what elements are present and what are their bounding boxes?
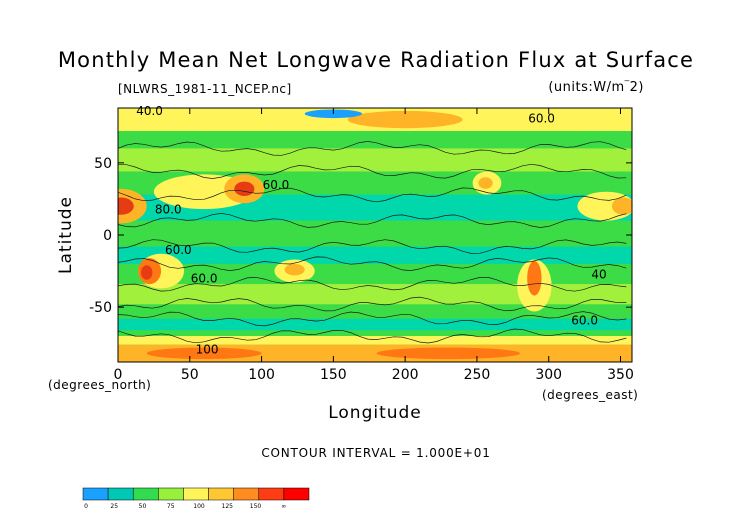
field-feature [527, 260, 542, 296]
contour-label: 80.0 [155, 202, 182, 216]
field-feature [234, 181, 255, 197]
colorbar-label: 25 [110, 503, 118, 510]
colorbar-label: ∞ [281, 503, 286, 510]
x-tick-label: 300 [535, 367, 562, 383]
contour-label: 60.0 [528, 111, 555, 125]
units-label: (units:W/m‾2) [548, 80, 644, 95]
field-band [118, 344, 632, 362]
colorbar-swatch [82, 487, 109, 501]
field-band [118, 284, 632, 305]
field-feature [376, 347, 521, 360]
contour-label: 60.0 [571, 313, 598, 327]
x-tick-label: 250 [464, 367, 491, 383]
contour-label: 60.0 [191, 272, 218, 286]
colorbar-label: 0 [84, 503, 88, 510]
field-band [118, 148, 632, 172]
x-tick-label: 200 [392, 367, 419, 383]
field-feature [478, 177, 493, 189]
colorbar-swatch [208, 487, 234, 501]
contour-line [118, 213, 627, 228]
colorbar-swatch [283, 487, 310, 501]
contour-line [118, 239, 627, 254]
contour-line [118, 311, 627, 327]
file-name-label: [NLWRS_1981-11_NCEP.nc] [118, 82, 292, 96]
field-feature [347, 110, 463, 129]
x-tick-label: 50 [181, 367, 199, 383]
colorbar-label: 75 [167, 503, 175, 510]
contour-line [118, 296, 627, 312]
contour-label: 40 [591, 267, 606, 281]
chart-title: Monthly Mean Net Longwave Radiation Flux… [57, 48, 695, 72]
y-tick-label: -50 [89, 300, 112, 316]
colorbar-swatch [233, 487, 260, 501]
colorbar-label: 125 [222, 503, 234, 510]
x-axis: 0 50 100 150 200 250 300 350 [114, 108, 634, 383]
x-tick-label: 150 [320, 367, 347, 383]
contour-line [118, 256, 627, 271]
colorbar-label: 100 [193, 503, 205, 510]
field-feature [284, 263, 305, 276]
contour-interval-text: CONTOUR INTERVAL = 1.000E+01 [261, 446, 491, 460]
contour-line [118, 328, 627, 344]
y-axis-title: Latitude [56, 196, 76, 274]
contour-line [118, 276, 627, 292]
contour-label: 60.0 [165, 243, 192, 257]
colorbar-label: 50 [139, 503, 147, 510]
contour-label: 60.0 [263, 178, 290, 192]
flux-field [118, 108, 632, 362]
contour-label: 100 [196, 342, 219, 356]
field-feature [140, 265, 153, 280]
y-tick-label: 0 [103, 228, 112, 244]
colorbar-swatch [107, 487, 134, 501]
colorbar-swatch [183, 487, 209, 501]
x-axis-title: Longitude [328, 403, 422, 423]
x-tick-label: 350 [607, 367, 634, 383]
contour-line [118, 187, 627, 203]
colorbar-swatch [132, 487, 159, 501]
field-feature [118, 197, 134, 215]
colorbar-swatch [258, 487, 285, 501]
x-tick-label: 100 [248, 367, 275, 383]
contour-labels: 40.0 60.0 80.0 60.0 60.0 60.0 100 40 60.0 [136, 104, 606, 356]
y-unit-label: (degrees_north) [48, 378, 152, 392]
field-feature [146, 347, 262, 360]
contour-line [118, 163, 627, 179]
x-unit-label: (degrees_east) [542, 388, 639, 402]
x-tick-label: 0 [114, 367, 123, 383]
contour-label: 40.0 [136, 104, 163, 118]
field-band [118, 246, 632, 264]
colorbar-label: 150 [250, 503, 262, 510]
colorbar-swatch [158, 487, 184, 501]
field-band [118, 131, 632, 149]
contour-line [118, 141, 627, 156]
field-band [118, 318, 632, 331]
colorbar: 0 25 50 75 100 125 150 ∞ [82, 487, 310, 510]
y-axis: -50 0 50 [89, 156, 632, 316]
field-feature [611, 197, 632, 215]
y-tick-label: 50 [94, 156, 112, 172]
field-band [118, 336, 632, 345]
